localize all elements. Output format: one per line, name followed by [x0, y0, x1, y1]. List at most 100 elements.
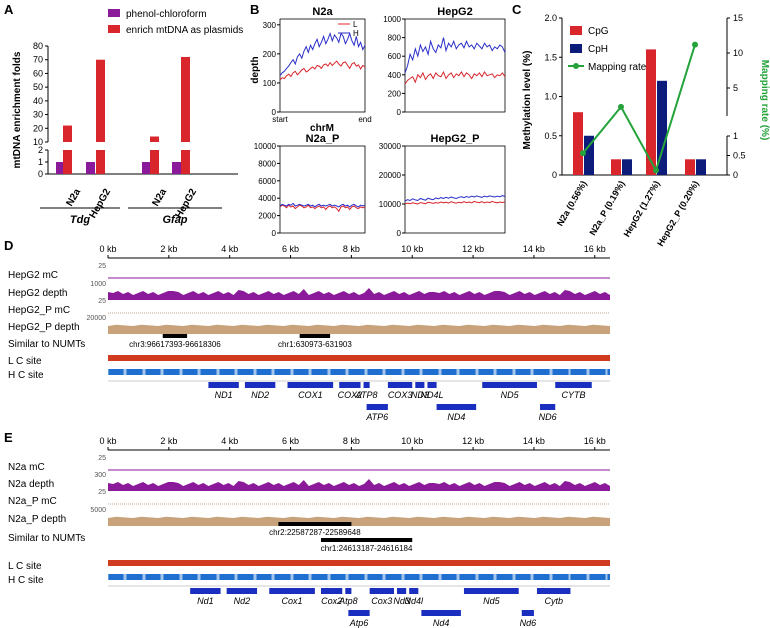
gene-label: ATP8 — [355, 390, 378, 400]
track-label: N2a_P mC — [8, 496, 57, 507]
legend-label-H: H — [353, 29, 359, 38]
gene-box — [226, 588, 258, 594]
gene-box — [369, 588, 394, 594]
legend-swatch-cph — [570, 44, 582, 53]
y-axis-label: mtDNA enrichment folds — [12, 51, 23, 168]
gene-box — [555, 382, 592, 388]
gene-box — [521, 610, 534, 616]
bar-plasmid-lower — [150, 150, 159, 174]
series-line-H — [404, 37, 506, 74]
y-tick-label: 2000 — [258, 212, 276, 221]
gene-box — [366, 404, 388, 410]
y-axis-label-right: Mapping rate (%) — [759, 60, 770, 141]
panel-d-genome-tracks: 0 kb 2 kb 4 kb 6 kb 8 kb 10 kb 12 kb 14 kb 16 kb… — [8, 244, 610, 422]
series-line-H — [404, 195, 506, 202]
y-tick-label: 8000 — [258, 159, 276, 168]
gene-box — [287, 382, 334, 388]
kb-tick-label: 6 kb — [282, 244, 299, 254]
track-scale: 25 — [98, 489, 106, 496]
x-tick-label: HepG2_P (0.20%) — [655, 179, 701, 248]
y-tick-label-right-lower: 0.5 — [733, 151, 746, 161]
gene-box — [208, 382, 239, 388]
kb-tick-label: 2 kb — [160, 436, 177, 446]
gene-label: ND2 — [251, 390, 269, 400]
y-tick-label-lower: 0 — [38, 169, 43, 179]
mapping-rate-line — [582, 44, 696, 173]
bar-plasmid-upper — [96, 59, 105, 142]
series-line-H — [279, 31, 366, 77]
subplot-frame — [404, 18, 506, 113]
numt-label: chr3:96617393-96618306 — [129, 340, 221, 349]
legend-marker-mapping — [573, 63, 579, 69]
x-tick-label: HepG2 — [88, 187, 114, 221]
series-line-H — [279, 202, 366, 208]
numt-label: chr1:630973-631903 — [278, 340, 352, 349]
bar-cph — [657, 80, 667, 175]
gene-label: Nd4 — [433, 618, 450, 628]
subplot-frame — [279, 18, 366, 113]
gene-label: ND4 — [447, 412, 465, 422]
y-tick-label: 6000 — [258, 177, 276, 186]
kb-tick-label: 8 kb — [343, 436, 360, 446]
y-tick-label-upper: 80 — [33, 41, 43, 51]
y-tick-label-lower: 1 — [38, 157, 43, 167]
gene-label: COX3 — [388, 390, 413, 400]
gene-label: Cox3 — [371, 596, 392, 606]
bar-plasmid-lower — [63, 150, 72, 174]
track-label: H C site — [8, 575, 44, 586]
gene-label: Nd1 — [197, 596, 214, 606]
lc-site-track — [108, 560, 610, 566]
series-line-L — [279, 204, 366, 213]
y-tick-label-left: 0.5 — [544, 131, 557, 141]
kb-tick-label: 2 kb — [160, 244, 177, 254]
hc-site-track — [108, 369, 610, 375]
gene-box — [415, 382, 425, 388]
y-axis-label-left: Methylation level (%) — [522, 51, 533, 150]
legend-label-cpg: CpG — [588, 26, 609, 37]
x-tick-label: end — [358, 115, 371, 124]
y-tick-label-upper: 20 — [33, 123, 43, 133]
bar-cpg — [573, 112, 583, 175]
gene-label: ND3 — [411, 390, 429, 400]
y-axis-label: depth — [250, 56, 261, 83]
mapping-rate-point — [580, 150, 586, 157]
y-tick-label-right-lower: 0 — [733, 170, 738, 180]
track-label: H C site — [8, 370, 44, 381]
gene-box — [190, 588, 221, 594]
gene-box — [427, 382, 437, 388]
y-tick-label: 100 — [263, 79, 277, 88]
legend-swatch-phenol — [108, 9, 120, 17]
mapping-rate-point — [692, 41, 698, 48]
y-tick-label-upper: 60 — [33, 68, 43, 78]
legend-label-cph: CpH — [588, 44, 608, 55]
gene-label: CYTB — [561, 390, 585, 400]
gene-box — [397, 588, 407, 594]
depth-track-1 — [108, 479, 610, 491]
kb-tick-label: 10 kb — [401, 244, 423, 254]
track-label: Similar to NUMTs — [8, 533, 85, 544]
gene-label: Cox1 — [282, 596, 303, 606]
y-tick-label: 0 — [397, 108, 402, 117]
track-label: HepG2_P mC — [8, 305, 70, 316]
panel-label-b: B — [250, 2, 259, 17]
gene-box — [345, 588, 352, 594]
y-tick-label: 300 — [263, 21, 277, 30]
y-tick-label-upper: 70 — [33, 55, 43, 65]
gene-box — [436, 404, 477, 410]
legend-swatch-cpg — [570, 26, 582, 35]
panel-e-genome-tracks: 0 kb 2 kb 4 kb 6 kb 8 kb 10 kb 12 kb 14 kb 16 kb… — [8, 436, 610, 628]
y-tick-label-left: 0 — [552, 170, 557, 180]
gene-label: ND5 — [501, 390, 520, 400]
gene-box — [387, 382, 413, 388]
gene-box — [536, 588, 571, 594]
track-label: HepG2 depth — [8, 288, 68, 299]
gene-box — [409, 588, 419, 594]
track-scale: 1000 — [90, 281, 106, 288]
subplot-frame — [404, 145, 506, 234]
y-tick-label-upper: 30 — [33, 110, 43, 120]
gene-label: Nd5 — [483, 596, 501, 606]
subplot-frame — [279, 145, 366, 234]
subplot-title: HepG2_P — [431, 133, 480, 145]
track-scale: 20000 — [87, 315, 107, 322]
